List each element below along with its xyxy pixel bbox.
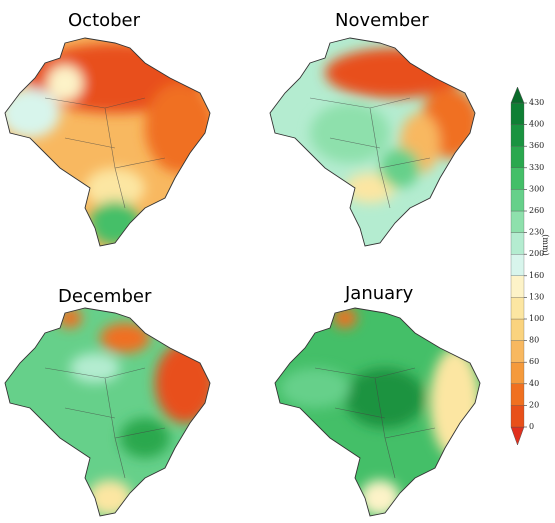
tick-label: 300 <box>529 184 544 193</box>
map-november <box>269 37 476 247</box>
tick-label: 230 <box>529 228 544 237</box>
colorbar-label: (mm) <box>541 234 550 255</box>
colorbar-segment <box>510 383 525 406</box>
tick-label: 20 <box>529 400 539 409</box>
colorbar-segment <box>510 102 525 125</box>
map-title: January <box>344 283 414 304</box>
colorbar-segment <box>510 232 525 255</box>
colorbar-segment <box>510 189 525 212</box>
tick-label: 160 <box>529 271 544 280</box>
colorbar-segment <box>510 254 525 276</box>
map-title: October <box>68 10 141 31</box>
colorbar-segment <box>510 297 525 320</box>
tick-label: 60 <box>529 357 539 366</box>
map-december <box>4 307 211 517</box>
tick-label: 330 <box>529 163 544 172</box>
colorbar-segment <box>510 340 525 363</box>
tick-label: 400 <box>529 120 544 129</box>
colorbar-segment <box>510 405 525 428</box>
map-title: December <box>58 286 152 307</box>
colorbar-segment <box>510 318 525 341</box>
colorbar-segment <box>510 362 525 384</box>
colorbar-segment <box>510 146 525 168</box>
tick-label: 430 <box>529 98 544 107</box>
tick-label: 100 <box>529 314 544 323</box>
colorbar-cap <box>510 426 525 446</box>
colorbar-segment <box>510 124 525 147</box>
tick-label: 80 <box>529 336 539 345</box>
tick-label: 260 <box>529 206 544 215</box>
colorbar: 0 20 40 60 80 100 130 160 200 230 260 300 330 360 400 4… <box>510 86 544 446</box>
map-october <box>4 37 211 247</box>
tick-label: 200 <box>529 249 544 258</box>
tick-label: 40 <box>529 379 539 388</box>
tick-label: 0 <box>529 422 534 431</box>
map-january <box>274 307 481 517</box>
tick-label: 360 <box>529 141 544 150</box>
colorbar-segment <box>510 275 525 298</box>
tick-label: 130 <box>529 292 544 301</box>
map-title: November <box>335 10 429 31</box>
colorbar-segment <box>510 167 525 190</box>
colorbar-segment <box>510 210 525 233</box>
colorbar-cap <box>510 86 525 104</box>
